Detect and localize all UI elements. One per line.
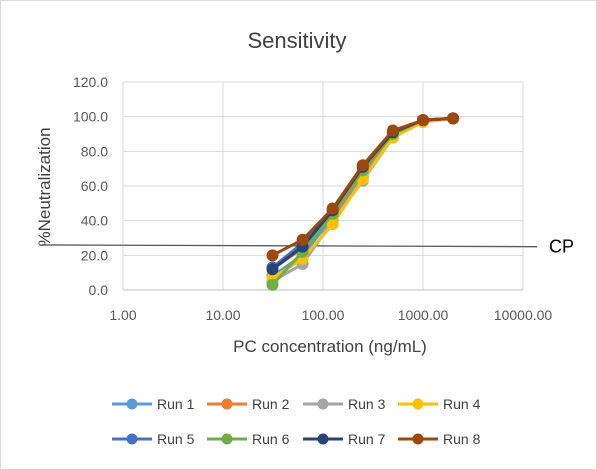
data-point — [266, 263, 279, 276]
legend-marker — [221, 433, 233, 445]
legend-label: Run 6 — [252, 431, 290, 447]
data-point — [266, 278, 279, 291]
chart-title: Sensitivity — [247, 28, 346, 53]
legend-item: Run 8 — [398, 431, 481, 447]
x-tick-label: 1000.00 — [398, 307, 449, 323]
legend-item: Run 4 — [398, 396, 481, 412]
legend-label: Run 1 — [157, 396, 195, 412]
y-tick-label: 80.0 — [81, 143, 108, 159]
y-tick-label: 20.0 — [81, 247, 108, 263]
data-point — [266, 249, 279, 262]
legend-item: Run 3 — [303, 396, 386, 412]
x-tick-label: 10.00 — [205, 307, 240, 323]
legend-marker — [317, 398, 329, 410]
legend-marker — [126, 398, 138, 410]
legend-item: Run 1 — [112, 396, 195, 412]
cutpoint-label: CP — [549, 237, 574, 257]
legend-label: Run 7 — [348, 431, 386, 447]
legend-marker — [412, 398, 424, 410]
legend-marker — [126, 433, 138, 445]
y-tick-label: 100.0 — [73, 109, 108, 125]
x-tick-label: 1.00 — [109, 307, 136, 323]
legend-marker — [221, 398, 233, 410]
y-tick-label: 0.0 — [89, 282, 109, 298]
y-tick-label: 60.0 — [81, 178, 108, 194]
legend-item: Run 7 — [303, 431, 386, 447]
x-axis-title: PC concentration (ng/mL) — [233, 337, 427, 356]
data-point — [296, 233, 309, 246]
legend-item: Run 2 — [207, 396, 290, 412]
y-tick-label: 40.0 — [81, 213, 108, 229]
data-point — [386, 124, 399, 137]
legend-label: Run 8 — [443, 431, 481, 447]
legend-label: Run 4 — [443, 396, 481, 412]
legend-label: Run 3 — [348, 396, 386, 412]
legend-label: Run 2 — [252, 396, 290, 412]
legend-label: Run 5 — [157, 431, 195, 447]
legend-marker — [412, 433, 424, 445]
legend-item: Run 6 — [207, 431, 290, 447]
data-point — [447, 112, 460, 125]
data-point — [356, 159, 369, 172]
series-run-8 — [266, 112, 460, 262]
legend-item: Run 5 — [112, 431, 195, 447]
data-point — [326, 202, 339, 215]
x-tick-label: 10000.00 — [494, 307, 553, 323]
y-tick-label: 120.0 — [73, 74, 108, 90]
x-tick-label: 100.00 — [302, 307, 345, 323]
y-axis-title: %Neutralization — [35, 127, 54, 246]
legend-marker — [317, 433, 329, 445]
data-point — [417, 114, 429, 127]
